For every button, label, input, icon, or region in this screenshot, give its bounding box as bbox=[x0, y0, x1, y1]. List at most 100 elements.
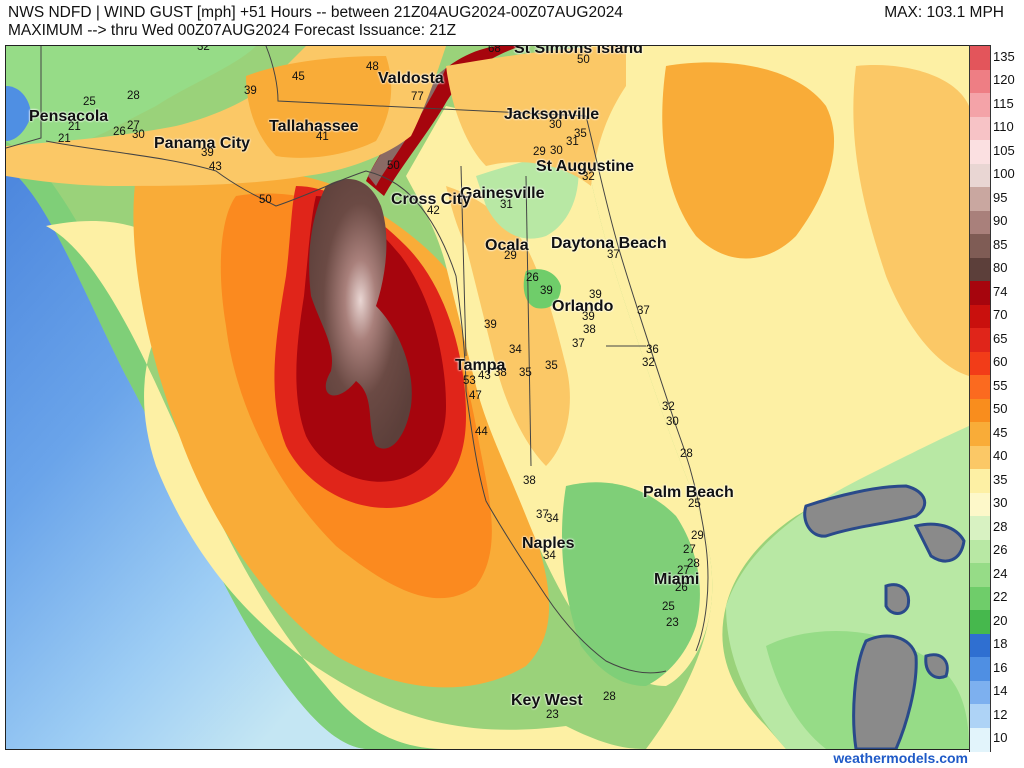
north-green-band bbox=[6, 46, 256, 152]
station-value: 28 bbox=[680, 448, 693, 460]
city-label-tampa: Tampa bbox=[455, 357, 506, 374]
colorbar-swatch bbox=[970, 633, 990, 658]
station-value: 31 bbox=[566, 136, 579, 148]
colorbar-swatch bbox=[970, 163, 990, 188]
interior-green-patch bbox=[523, 269, 561, 309]
colorbar-tick-label: 65 bbox=[993, 330, 1008, 346]
colorbar-swatch bbox=[970, 69, 990, 94]
station-value: 38 bbox=[523, 475, 536, 487]
station-value: 42 bbox=[427, 205, 440, 217]
gulf-green-band bbox=[6, 136, 446, 749]
station-value: 41 bbox=[316, 131, 329, 143]
colorbar-swatch bbox=[970, 281, 990, 305]
colorbar-swatch bbox=[970, 586, 990, 611]
station-value: 39 bbox=[201, 147, 214, 159]
colorbar-swatch bbox=[970, 328, 990, 352]
city-label-gainesville: Gainesville bbox=[460, 185, 545, 202]
storm-core bbox=[309, 178, 412, 449]
station-value: 32 bbox=[662, 401, 675, 413]
colorbar-swatch bbox=[970, 516, 990, 540]
colorbar-tick-label: 120 bbox=[993, 72, 1015, 88]
city-label-jacksonville: Jacksonville bbox=[504, 106, 600, 123]
city-label-panama-city: Panama City bbox=[154, 135, 251, 152]
station-value: 25 bbox=[662, 601, 675, 613]
colorbar-tick-label: 115 bbox=[993, 95, 1014, 111]
colorbar-swatch bbox=[970, 727, 990, 752]
city-label-naples: Naples bbox=[522, 535, 575, 552]
colorbar-tick-label: 55 bbox=[993, 377, 1008, 393]
colorbar-swatch bbox=[970, 398, 990, 423]
station-value: 21 bbox=[58, 133, 71, 145]
city-label-pensacola: Pensacola bbox=[29, 108, 109, 125]
station-value: 30 bbox=[550, 145, 563, 157]
colorbar-tick-label: 105 bbox=[993, 142, 1015, 158]
station-value: 37 bbox=[572, 338, 585, 350]
station-value: 21 bbox=[68, 121, 81, 133]
station-value: 35 bbox=[519, 367, 532, 379]
station-value: 32 bbox=[582, 171, 595, 183]
station-value: 68 bbox=[488, 45, 501, 55]
state-borders bbox=[6, 46, 709, 674]
station-value: 27 bbox=[127, 120, 140, 132]
station-value: 50 bbox=[387, 160, 400, 172]
station-value: 37 bbox=[637, 305, 650, 317]
station-value: 34 bbox=[543, 550, 556, 562]
colorbar-tick-label: 24 bbox=[993, 565, 1008, 581]
station-value: 30 bbox=[132, 129, 145, 141]
station-value: 32 bbox=[197, 45, 210, 53]
colorbar-swatch bbox=[970, 140, 990, 164]
station-value: 29 bbox=[691, 530, 704, 542]
colorbar-tick-label: 10 bbox=[993, 730, 1008, 746]
city-label-palm-beach: Palm Beach bbox=[643, 484, 734, 501]
colorbar-tick-label: 85 bbox=[993, 236, 1008, 252]
florida-blue-pocket bbox=[6, 86, 31, 141]
colorbar-tick-label: 30 bbox=[993, 495, 1008, 511]
station-value: 37 bbox=[536, 509, 549, 521]
station-value: 25 bbox=[688, 498, 701, 510]
colorbar-swatch bbox=[970, 657, 990, 681]
station-value: 25 bbox=[83, 96, 96, 108]
gulf-blue-region bbox=[6, 166, 366, 749]
station-value: 28 bbox=[687, 558, 700, 570]
colorbar-tick-label: 28 bbox=[993, 518, 1008, 534]
station-value: 30 bbox=[549, 119, 562, 131]
credit-link[interactable]: weathermodels.com bbox=[833, 750, 968, 766]
colorbar-tick-label: 18 bbox=[993, 636, 1008, 652]
colorbar-tick-label: 35 bbox=[993, 471, 1008, 487]
station-value: 39 bbox=[540, 285, 553, 297]
station-value: 47 bbox=[469, 390, 482, 402]
colorbar-swatch bbox=[970, 610, 990, 634]
colorbar-tick-label: 12 bbox=[993, 706, 1008, 722]
colorbar-swatch bbox=[970, 116, 990, 141]
map-title-line2: MAXIMUM --> thru Wed 00Z07AUG2024 Foreca… bbox=[8, 22, 457, 39]
south-florida-green bbox=[561, 482, 700, 686]
city-label-orlando: Orlando bbox=[552, 298, 614, 315]
colorbar-swatch bbox=[970, 304, 990, 329]
colorbar-swatch bbox=[970, 234, 990, 258]
colorbar-tick-label: 74 bbox=[993, 283, 1008, 299]
station-value: 45 bbox=[292, 71, 305, 83]
colorbar-tick-label: 45 bbox=[993, 424, 1008, 440]
city-label-miami: Miami bbox=[654, 571, 700, 588]
city-label-valdosta: Valdosta bbox=[378, 70, 444, 87]
station-value: 27 bbox=[683, 544, 696, 556]
colorbar-tick-label: 135 bbox=[993, 48, 1015, 64]
colorbar-swatch bbox=[970, 492, 990, 517]
colorbar-swatch bbox=[970, 563, 990, 587]
max-gust-label: MAX: 103.1 MPH bbox=[884, 4, 1004, 21]
station-value: 35 bbox=[545, 360, 558, 372]
station-value: 44 bbox=[475, 426, 488, 438]
station-value: 48 bbox=[366, 61, 379, 73]
city-label-cross-city: Cross City bbox=[391, 191, 472, 208]
storm-track bbox=[366, 46, 521, 196]
station-value: 34 bbox=[509, 344, 522, 356]
station-value: 50 bbox=[259, 194, 272, 206]
station-value: 35 bbox=[574, 128, 587, 140]
station-value: 53 bbox=[463, 375, 476, 387]
city-label-ocala: Ocala bbox=[485, 237, 529, 254]
station-value: 77 bbox=[411, 91, 424, 103]
station-value: 39 bbox=[589, 289, 602, 301]
colorbar-tick-label: 14 bbox=[993, 683, 1008, 699]
station-value: 50 bbox=[577, 54, 590, 66]
station-value: 28 bbox=[603, 691, 616, 703]
